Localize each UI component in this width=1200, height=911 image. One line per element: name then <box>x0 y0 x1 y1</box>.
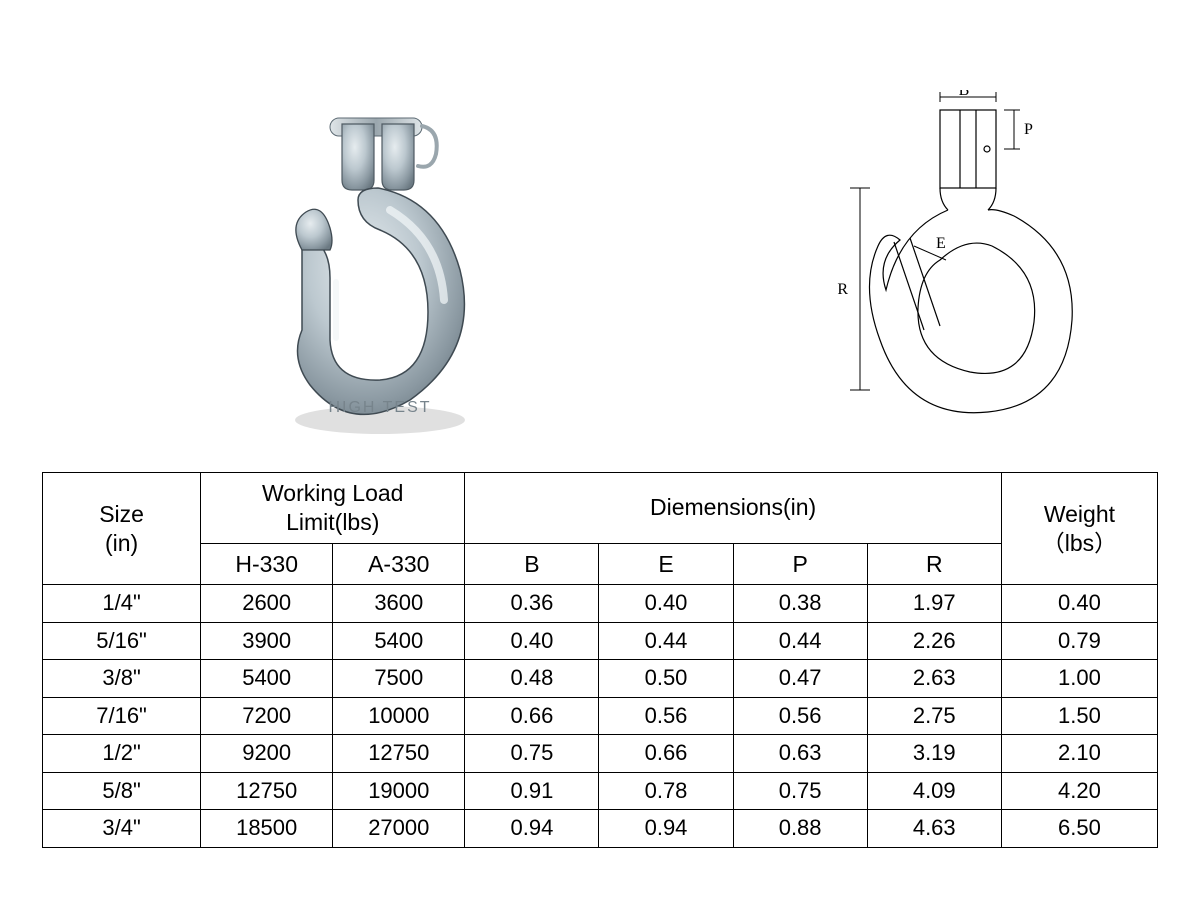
cell-P: 0.63 <box>733 735 867 773</box>
cell-B: 0.66 <box>465 697 599 735</box>
cell-B: 0.36 <box>465 585 599 623</box>
table-row: 1/2"9200127500.750.660.633.192.10 <box>43 735 1158 773</box>
cell-B: 0.94 <box>465 810 599 848</box>
cell-a330: 12750 <box>333 735 465 773</box>
cell-R: 4.09 <box>867 772 1001 810</box>
cell-h330: 18500 <box>201 810 333 848</box>
cell-size: 3/8" <box>43 660 201 698</box>
th-a330: A-330 <box>333 543 465 585</box>
th-dims: Diemensions(in) <box>465 473 1001 544</box>
cell-P: 0.47 <box>733 660 867 698</box>
cell-R: 4.63 <box>867 810 1001 848</box>
th-h330: H-330 <box>201 543 333 585</box>
cell-E: 0.66 <box>599 735 733 773</box>
cell-B: 0.91 <box>465 772 599 810</box>
cell-P: 0.88 <box>733 810 867 848</box>
th-B: B <box>465 543 599 585</box>
cell-size: 1/4" <box>43 585 201 623</box>
cell-P: 0.38 <box>733 585 867 623</box>
dim-label-R: R <box>837 281 848 298</box>
cell-weight: 0.40 <box>1001 585 1157 623</box>
table-row: 3/4"18500270000.940.940.884.636.50 <box>43 810 1158 848</box>
cell-R: 2.75 <box>867 697 1001 735</box>
table-row: 3/8"540075000.480.500.472.631.00 <box>43 660 1158 698</box>
figure-row: HIGH TEST <box>0 70 1200 450</box>
cell-h330: 5400 <box>201 660 333 698</box>
th-size: Size(in) <box>43 473 201 585</box>
cell-weight: 0.79 <box>1001 622 1157 660</box>
cell-a330: 5400 <box>333 622 465 660</box>
cell-E: 0.56 <box>599 697 733 735</box>
cell-B: 0.40 <box>465 622 599 660</box>
dim-label-P: P <box>1024 121 1033 138</box>
cell-E: 0.78 <box>599 772 733 810</box>
cell-weight: 4.20 <box>1001 772 1157 810</box>
cell-R: 3.19 <box>867 735 1001 773</box>
table-row: 7/16"7200100000.660.560.562.751.50 <box>43 697 1158 735</box>
cell-a330: 7500 <box>333 660 465 698</box>
cell-size: 7/16" <box>43 697 201 735</box>
cell-R: 1.97 <box>867 585 1001 623</box>
svg-text:HIGH TEST: HIGH TEST <box>328 399 431 416</box>
cell-P: 0.75 <box>733 772 867 810</box>
cell-size: 1/2" <box>43 735 201 773</box>
dim-label-B: B <box>959 90 970 99</box>
table-row: 5/8"12750190000.910.780.754.094.20 <box>43 772 1158 810</box>
spec-table-body: 1/4"260036000.360.400.381.970.405/16"390… <box>43 585 1158 848</box>
cell-P: 0.56 <box>733 697 867 735</box>
th-wll: Working LoadLimit(lbs) <box>201 473 465 544</box>
th-P: P <box>733 543 867 585</box>
cell-weight: 1.00 <box>1001 660 1157 698</box>
cell-a330: 27000 <box>333 810 465 848</box>
table-row: 1/4"260036000.360.400.381.970.40 <box>43 585 1158 623</box>
cell-size: 5/8" <box>43 772 201 810</box>
cell-B: 0.75 <box>465 735 599 773</box>
dimension-diagram: B P E R <box>790 90 1110 440</box>
cell-B: 0.48 <box>465 660 599 698</box>
cell-E: 0.50 <box>599 660 733 698</box>
cell-R: 2.26 <box>867 622 1001 660</box>
cell-size: 5/16" <box>43 622 201 660</box>
cell-E: 0.40 <box>599 585 733 623</box>
cell-size: 3/4" <box>43 810 201 848</box>
cell-E: 0.44 <box>599 622 733 660</box>
th-E: E <box>599 543 733 585</box>
cell-a330: 10000 <box>333 697 465 735</box>
spec-table-wrap: Size(in) Working LoadLimit(lbs) Diemensi… <box>42 472 1158 848</box>
product-photo: HIGH TEST <box>240 100 500 440</box>
cell-P: 0.44 <box>733 622 867 660</box>
spec-table: Size(in) Working LoadLimit(lbs) Diemensi… <box>42 472 1158 848</box>
cell-h330: 3900 <box>201 622 333 660</box>
dim-label-E: E <box>936 235 946 252</box>
cell-h330: 2600 <box>201 585 333 623</box>
cell-a330: 3600 <box>333 585 465 623</box>
cell-weight: 6.50 <box>1001 810 1157 848</box>
cell-R: 2.63 <box>867 660 1001 698</box>
cell-h330: 7200 <box>201 697 333 735</box>
th-weight: Weight（lbs） <box>1001 473 1157 585</box>
th-R: R <box>867 543 1001 585</box>
table-row: 5/16"390054000.400.440.442.260.79 <box>43 622 1158 660</box>
cell-E: 0.94 <box>599 810 733 848</box>
cell-h330: 12750 <box>201 772 333 810</box>
cell-weight: 2.10 <box>1001 735 1157 773</box>
cell-a330: 19000 <box>333 772 465 810</box>
cell-weight: 1.50 <box>1001 697 1157 735</box>
page-root: HIGH TEST <box>0 0 1200 911</box>
cell-h330: 9200 <box>201 735 333 773</box>
